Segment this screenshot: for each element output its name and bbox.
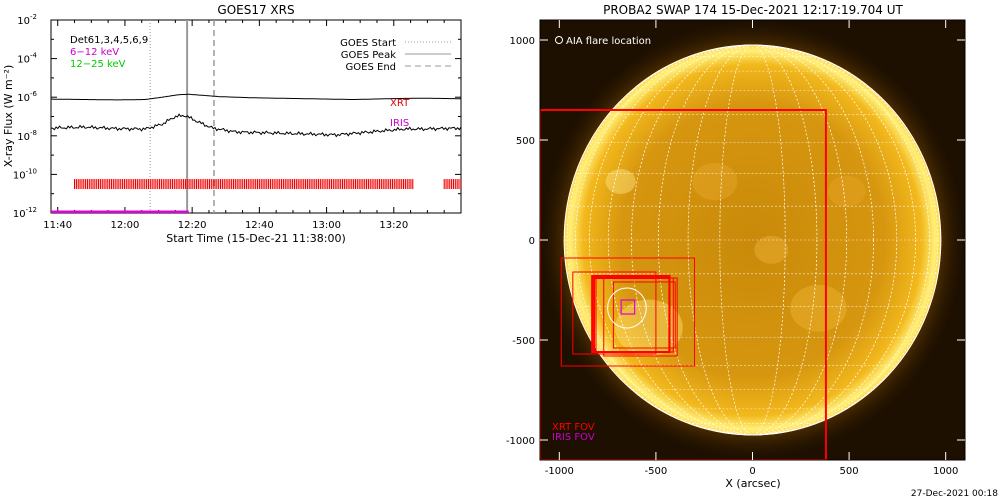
active-region bbox=[605, 169, 636, 194]
y-tick-exponent: -10 bbox=[26, 167, 37, 175]
x-tick-label: -500 bbox=[645, 466, 668, 477]
y-tick-label: 0 bbox=[529, 236, 535, 247]
y-tick-exponent: -4 bbox=[30, 52, 38, 60]
y-tick-label: 10-12 bbox=[13, 206, 37, 220]
event-legend-label: GOES Start bbox=[340, 38, 396, 49]
y-tick-exponent: -6 bbox=[30, 90, 38, 98]
goes-flux-series bbox=[51, 93, 461, 138]
goes-x-axis: 11:40 12:00 12:20 12:40 13:00 13:20 bbox=[43, 20, 445, 231]
xrt-fov-box bbox=[540, 109, 827, 460]
x-tick-label: 12:40 bbox=[245, 220, 274, 231]
y-tick-label: 10-6 bbox=[17, 90, 37, 104]
instrument-legend-label: IRIS bbox=[390, 118, 409, 129]
y-tick-exponent: -2 bbox=[30, 13, 37, 21]
x-tick-label: 12:20 bbox=[178, 220, 207, 231]
swap-x-axis: -1000 -500 0 500 1000 bbox=[545, 20, 958, 477]
swap-x-axis-label: X (arcsec) bbox=[725, 477, 780, 490]
x-tick-label: 0 bbox=[749, 466, 755, 477]
y-tick-label: 10-2 bbox=[17, 13, 37, 27]
y-tick-label: -1000 bbox=[506, 436, 535, 447]
x-tick-label: 500 bbox=[840, 466, 859, 477]
fov-overlays bbox=[540, 109, 827, 460]
goes-x-axis-label: Start Time (15-Dec-21 11:38:00) bbox=[166, 232, 346, 245]
swap-y-axis: 1000 500 0 -500 -1000 bbox=[506, 36, 965, 447]
y-tick-label: 500 bbox=[516, 136, 535, 147]
x-tick-label: 12:00 bbox=[111, 220, 140, 231]
footer-timestamp: 27-Dec-2021 00:18 bbox=[911, 489, 998, 499]
flare-location-legend: AIA flare location bbox=[555, 36, 651, 47]
instrument-legend-label: XRT bbox=[390, 98, 410, 109]
iris-fov-box bbox=[620, 299, 636, 315]
xrt-fov-box bbox=[603, 277, 678, 357]
xrt-observation-bar bbox=[73, 179, 414, 190]
y-tick-label: 10-8 bbox=[17, 129, 37, 143]
x-tick-label: 1000 bbox=[933, 466, 958, 477]
y-tick-label: 10-4 bbox=[17, 52, 37, 66]
xrt-fov-box bbox=[572, 271, 657, 355]
channel-legend-item: Det61,3,4,5,6,9 bbox=[70, 35, 148, 46]
x-tick-label: 13:00 bbox=[312, 220, 341, 231]
x-tick-label: -1000 bbox=[545, 466, 574, 477]
swap-chart-title: PROBA2 SWAP 174 15-Dec-2021 12:17:19.704… bbox=[603, 3, 903, 17]
goes-chart-title: GOES17 XRS bbox=[217, 3, 294, 17]
active-region bbox=[754, 235, 789, 264]
active-region bbox=[692, 162, 738, 201]
y-tick-exponent: -12 bbox=[26, 206, 37, 214]
swap-image-panel: PROBA2 SWAP 174 15-Dec-2021 12:17:19.704… bbox=[506, 3, 966, 490]
fov-legend-label: IRIS FOV bbox=[552, 432, 595, 443]
fov-legend-label: XRT FOV bbox=[552, 422, 595, 433]
flare-legend-label: AIA flare location bbox=[566, 36, 651, 47]
flare-circle-icon bbox=[555, 36, 563, 44]
xrt-fov-box bbox=[560, 257, 696, 367]
heliographic-grid bbox=[563, 44, 942, 436]
event-legend-label: GOES End bbox=[346, 62, 396, 73]
instrument-observation-bars bbox=[51, 179, 461, 213]
flux-series-line bbox=[51, 93, 461, 101]
y-tick-label: 1000 bbox=[510, 36, 535, 47]
xrt-observation-bar bbox=[443, 179, 461, 190]
x-tick-label: 11:40 bbox=[43, 220, 72, 231]
active-region bbox=[790, 284, 847, 332]
channel-legend-item: 6−12 keV bbox=[70, 47, 119, 58]
y-tick-label: 10-10 bbox=[13, 167, 37, 181]
aia-flare-circle bbox=[607, 287, 647, 329]
y-tick-exponent: -8 bbox=[30, 129, 37, 137]
goes-y-axis-label: X-ray Flux (W m⁻²) bbox=[2, 65, 15, 167]
flux-series-line bbox=[51, 113, 461, 138]
channel-legend-item: 12−25 keV bbox=[70, 59, 126, 70]
instrument-legend: XRT IRIS bbox=[390, 98, 410, 129]
goes-xrs-panel: GOES17 XRS 10-2 10-4 10-6 10-8 10-10 10-12 11… bbox=[2, 3, 462, 245]
active-region bbox=[827, 175, 866, 207]
event-legend-label: GOES Peak bbox=[341, 50, 396, 61]
y-tick-label: -500 bbox=[512, 336, 535, 347]
limb-line bbox=[563, 44, 942, 436]
x-tick-label: 13:20 bbox=[379, 220, 408, 231]
xrt-fov-box bbox=[612, 281, 676, 349]
